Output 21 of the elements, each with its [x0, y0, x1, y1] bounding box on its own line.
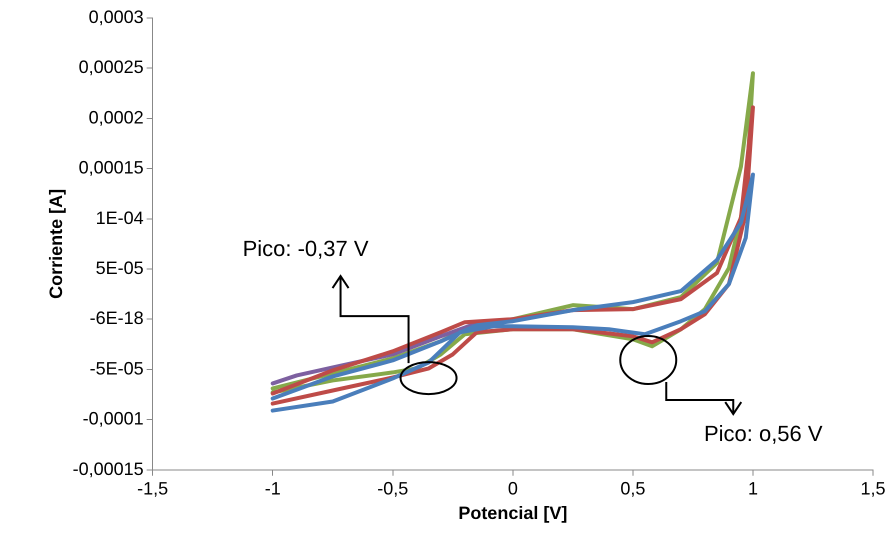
- y-tick-label: -6E-18: [90, 308, 144, 328]
- y-tick-label: 0,00015: [78, 158, 144, 178]
- y-tick-label: 5E-05: [96, 258, 144, 278]
- x-tick-label: -1,5: [137, 478, 168, 499]
- y-tick-label: -5E-05: [90, 358, 144, 378]
- y-axis-title: Corriente [A]: [46, 188, 66, 299]
- y-tick-label: 1E-04: [96, 208, 144, 228]
- x-tick-label: 0: [508, 478, 518, 499]
- x-tick-label: 1: [748, 478, 758, 499]
- y-tick-label: 0,00025: [78, 57, 144, 78]
- y-tick-label: -0,00015: [72, 458, 144, 479]
- x-tick-label: 1,5: [860, 478, 886, 499]
- x-tick-label: -0,5: [377, 478, 408, 499]
- x-tick-label: -1: [264, 478, 281, 499]
- y-tick-label: 0,0002: [88, 107, 144, 128]
- x-tick-label: 0,5: [620, 478, 646, 499]
- x-axis-title: Potencial [V]: [458, 503, 568, 524]
- y-tick-label: 0,0003: [88, 6, 144, 27]
- annotation: Pico: o,56 V: [704, 421, 823, 446]
- y-tick-label: -0,0001: [82, 408, 144, 429]
- annotation: Pico: -0,37 V: [242, 236, 369, 262]
